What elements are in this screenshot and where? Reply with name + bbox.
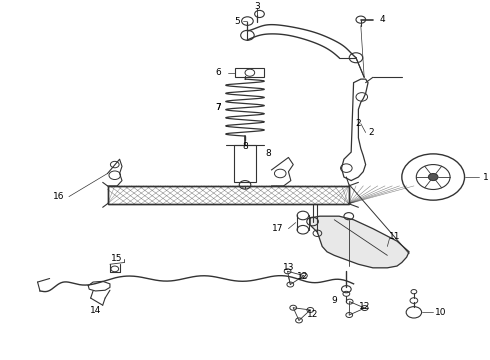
Text: 11: 11 (389, 232, 400, 241)
Text: 16: 16 (52, 192, 64, 201)
Text: 13: 13 (283, 263, 294, 272)
Text: 12: 12 (297, 271, 309, 280)
Text: 8: 8 (265, 149, 271, 158)
Text: 9: 9 (331, 296, 337, 305)
Text: 12: 12 (359, 302, 370, 311)
Text: 17: 17 (272, 224, 284, 233)
Text: 7: 7 (216, 103, 221, 112)
Bar (107, 186, 349, 204)
Text: 15: 15 (111, 255, 123, 264)
Text: 8: 8 (242, 142, 248, 151)
Text: 4: 4 (380, 15, 385, 24)
Circle shape (428, 174, 438, 181)
Text: 3: 3 (254, 2, 260, 11)
Polygon shape (310, 216, 409, 268)
Text: 7: 7 (215, 103, 221, 112)
Text: 2: 2 (356, 119, 361, 128)
Text: 2: 2 (368, 128, 374, 137)
Text: 10: 10 (435, 308, 446, 317)
Text: 6: 6 (215, 68, 221, 77)
Text: 5: 5 (234, 17, 240, 26)
Text: 14: 14 (90, 306, 101, 315)
Text: 1: 1 (483, 172, 489, 181)
Text: 12: 12 (307, 310, 318, 319)
